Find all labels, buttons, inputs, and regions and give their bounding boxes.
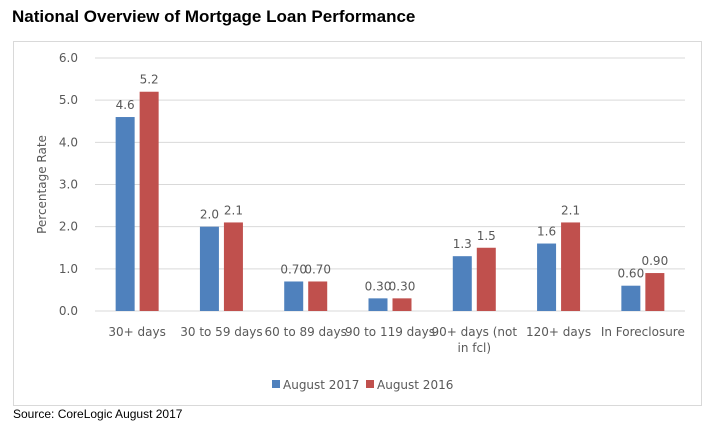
legend-label: August 2016: [377, 378, 453, 392]
legend-swatch: [272, 380, 280, 388]
x-tick-label: 120+ days: [526, 325, 591, 339]
bar-aug-2016: [392, 298, 412, 311]
y-tick-label: 2.0: [59, 220, 78, 234]
bar-aug-2017: [199, 226, 219, 311]
x-tick-label: 90+ days (not: [431, 325, 517, 339]
data-label: 0.90: [641, 254, 668, 268]
data-label: 1.5: [477, 229, 496, 243]
data-label: 0.30: [389, 279, 416, 293]
data-label: 0.60: [617, 267, 644, 281]
data-label: 4.6: [116, 98, 135, 112]
data-label: 0.70: [280, 262, 307, 276]
bar-aug-2017: [621, 285, 641, 311]
data-label: 1.3: [453, 237, 472, 251]
y-axis-title: Percentage Rate: [35, 135, 49, 234]
bar-aug-2017: [284, 281, 304, 311]
bar-aug-2016: [223, 222, 243, 311]
legend-swatch: [366, 380, 374, 388]
y-tick-label: 0.0: [59, 304, 78, 318]
legend-label: August 2017: [283, 378, 359, 392]
chart-title: National Overview of Mortgage Loan Perfo…: [12, 7, 416, 26]
bar-aug-2016: [476, 247, 496, 311]
bar-aug-2016: [561, 222, 581, 311]
data-label: 0.30: [365, 279, 392, 293]
x-tick-label: in fcl): [457, 341, 491, 355]
x-tick-label: 30+ days: [108, 325, 165, 339]
bar-aug-2016: [308, 281, 328, 311]
data-label: 0.70: [304, 262, 331, 276]
data-label: 2.1: [224, 203, 243, 217]
y-tick-label: 1.0: [59, 262, 78, 276]
y-tick-label: 3.0: [59, 178, 78, 192]
bar-aug-2017: [115, 117, 135, 312]
x-tick-label: 30 to 59 days: [180, 325, 262, 339]
y-tick-label: 6.0: [59, 51, 78, 65]
x-tick-label: 90 to 119 days: [345, 325, 435, 339]
chart-frame: [13, 41, 702, 406]
bar-aug-2017: [537, 243, 557, 311]
source-note: Source: CoreLogic August 2017: [13, 407, 183, 421]
data-label: 5.2: [140, 73, 159, 87]
data-label: 2.1: [561, 203, 580, 217]
y-tick-label: 4.0: [59, 135, 78, 149]
bar-aug-2016: [645, 273, 665, 311]
x-tick-label: In Foreclosure: [601, 325, 685, 339]
bar-aug-2017: [368, 298, 388, 311]
bar-aug-2016: [139, 91, 159, 311]
data-label: 2.0: [200, 208, 219, 222]
bar-aug-2017: [452, 256, 472, 311]
y-tick-label: 5.0: [59, 93, 78, 107]
x-tick-label: 60 to 89 days: [265, 325, 347, 339]
data-label: 1.6: [537, 225, 556, 239]
